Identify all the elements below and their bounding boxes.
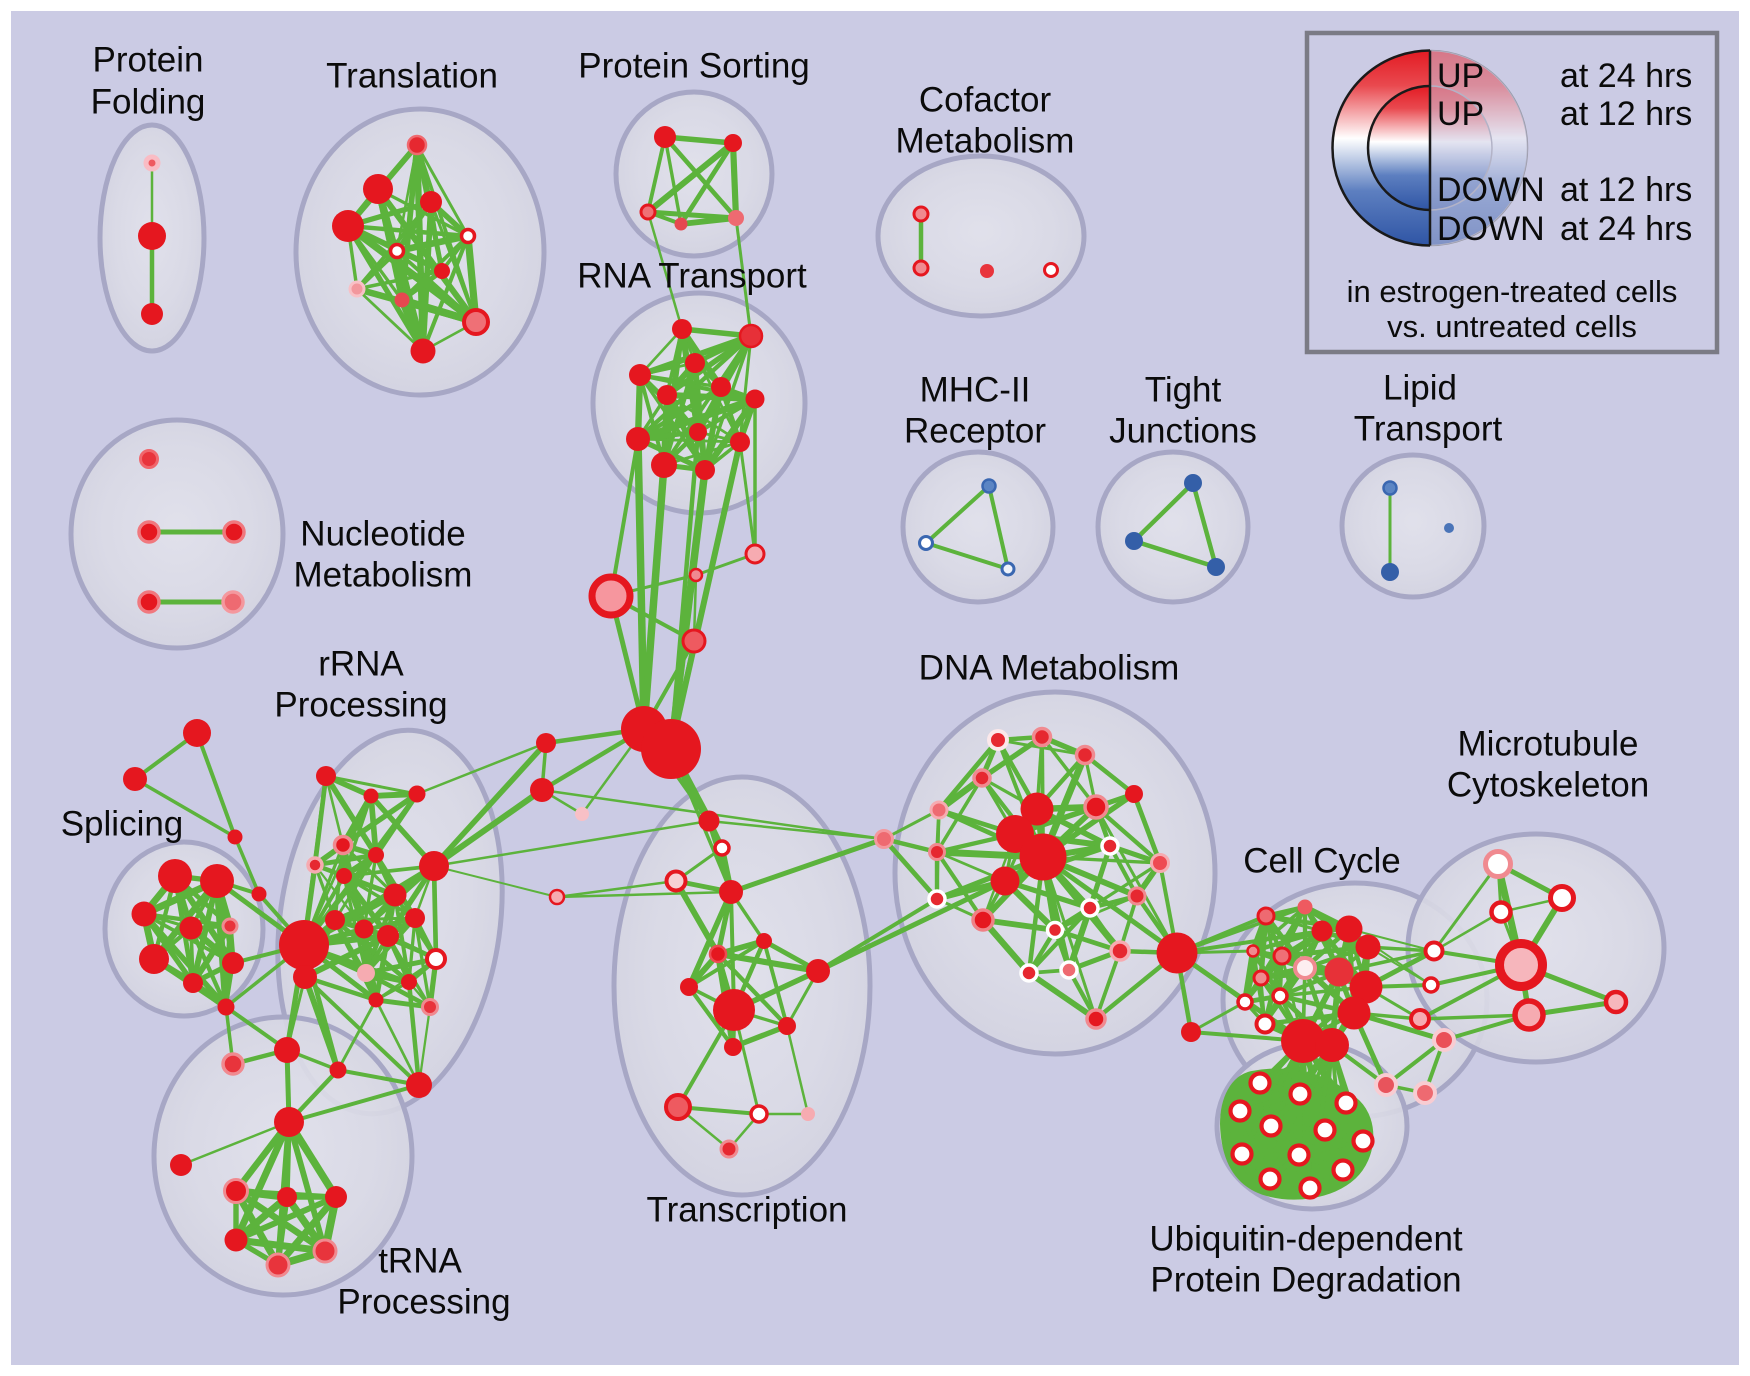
svg-text:vs. untreated cells: vs. untreated cells xyxy=(1387,309,1637,344)
svg-text:Cytoskeleton: Cytoskeleton xyxy=(1447,765,1649,804)
svg-text:Metabolism: Metabolism xyxy=(294,555,473,594)
svg-text:Lipid: Lipid xyxy=(1383,368,1457,407)
svg-text:MHC-II: MHC-II xyxy=(920,370,1031,409)
svg-text:Processing: Processing xyxy=(274,685,447,724)
svg-text:UP: UP xyxy=(1437,57,1484,95)
svg-text:at 12 hrs: at 12 hrs xyxy=(1560,171,1692,209)
svg-text:in estrogen-treated cells: in estrogen-treated cells xyxy=(1347,274,1678,309)
svg-text:Nucleotide: Nucleotide xyxy=(300,514,465,553)
svg-text:at 12 hrs: at 12 hrs xyxy=(1560,95,1692,133)
svg-text:Microtubule: Microtubule xyxy=(1458,724,1639,763)
svg-text:Splicing: Splicing xyxy=(61,804,184,843)
svg-text:rRNA: rRNA xyxy=(318,644,404,683)
svg-text:Transcription: Transcription xyxy=(647,1190,848,1229)
svg-text:DNA Metabolism: DNA Metabolism xyxy=(919,648,1180,687)
svg-text:Processing: Processing xyxy=(337,1282,510,1321)
svg-text:UP: UP xyxy=(1437,95,1484,133)
svg-text:RNA Transport: RNA Transport xyxy=(577,256,807,295)
svg-text:DOWN: DOWN xyxy=(1437,210,1545,248)
svg-text:Cell Cycle: Cell Cycle xyxy=(1243,841,1401,880)
svg-text:tRNA: tRNA xyxy=(378,1241,462,1280)
svg-text:Receptor: Receptor xyxy=(904,411,1046,450)
svg-text:DOWN: DOWN xyxy=(1437,171,1545,209)
svg-text:Cofactor: Cofactor xyxy=(919,80,1052,119)
svg-text:Translation: Translation xyxy=(326,56,498,95)
svg-text:Junctions: Junctions xyxy=(1109,411,1257,450)
svg-text:Protein Degradation: Protein Degradation xyxy=(1150,1260,1461,1299)
svg-text:Transport: Transport xyxy=(1354,409,1503,448)
svg-text:Protein Sorting: Protein Sorting xyxy=(578,46,810,85)
svg-text:at 24 hrs: at 24 hrs xyxy=(1560,210,1692,248)
svg-text:Metabolism: Metabolism xyxy=(896,121,1075,160)
svg-text:Folding: Folding xyxy=(91,82,206,121)
svg-text:at 24 hrs: at 24 hrs xyxy=(1560,57,1692,95)
svg-text:Tight: Tight xyxy=(1145,370,1222,409)
svg-text:Ubiquitin-dependent: Ubiquitin-dependent xyxy=(1149,1219,1463,1258)
svg-text:Protein: Protein xyxy=(93,40,204,79)
